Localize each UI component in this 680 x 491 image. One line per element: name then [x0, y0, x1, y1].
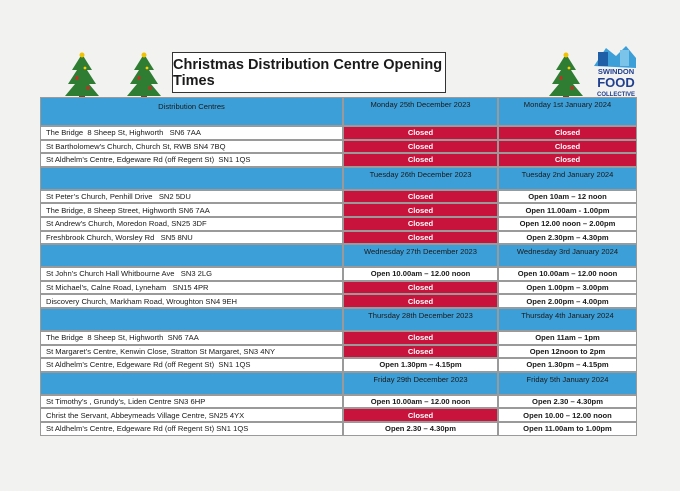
christmas-tree: [549, 52, 583, 100]
opening-status: Closed: [343, 203, 498, 217]
day-header: Tuesday 2nd January 2024: [498, 166, 637, 190]
centre-name: St Aldhelm’s Centre, Edgeware Rd (off Re…: [40, 358, 343, 372]
opening-time: Open 2.00pm – 4.00pm: [498, 294, 637, 308]
table: Distribution Centres Monday 25th December…: [40, 97, 637, 438]
christmas-trees: [65, 52, 161, 100]
opening-status: Closed: [343, 153, 498, 167]
opening-time: Open 2.30 – 4.30pm: [498, 394, 637, 409]
centre-name: Christ the Servant, Abbeymeads Village C…: [40, 408, 343, 422]
opening-status: Closed: [343, 126, 498, 140]
column-header: [40, 166, 343, 190]
day-header: Thursday 4th January 2024: [498, 308, 637, 331]
opening-time: Open 1.30pm – 4.15pm: [498, 358, 637, 372]
column-header: [40, 371, 343, 395]
day-header: Monday 25th December 2023: [343, 97, 498, 126]
centre-name: St Timothy’s , Grundy’s, Liden Centre SN…: [40, 394, 343, 409]
opening-status: Closed: [343, 230, 498, 245]
opening-time: Open 10.00am – 12.00 noon: [343, 267, 498, 281]
opening-status: Closed: [343, 280, 498, 295]
day-header: Wednesday 27th December 2023: [343, 244, 498, 268]
centre-name: Discovery Church, Markham Road, Wroughto…: [40, 294, 343, 308]
centre-name: The Bridge 8 Sheep St, Highworth SN6 7AA: [40, 331, 343, 345]
centre-name: St Peter’s Church, Penhill Drive SN2 5DU: [40, 189, 343, 204]
opening-time: Open 11am – 1pm: [498, 331, 637, 345]
centre-name: Freshbrook Church, Worsley Rd SN5 8NU: [40, 230, 343, 245]
opening-status: Closed: [343, 189, 498, 204]
opening-status: Closed: [498, 139, 637, 154]
opening-time: Open 10.00am – 12.00 noon: [343, 394, 498, 409]
day-header: Thursday 28th December 2023: [343, 308, 498, 331]
opening-status: Closed: [498, 126, 637, 140]
opening-time: Open 10am – 12 noon: [498, 189, 637, 204]
opening-time: Open 2.30pm – 4.30pm: [498, 230, 637, 245]
centre-name: St Bartholomew’s Church, Church St, RWB …: [40, 139, 343, 154]
opening-status: Closed: [343, 217, 498, 231]
opening-time: Open 12noon to 2pm: [498, 344, 637, 359]
opening-status: Closed: [343, 408, 498, 422]
centre-name: St Andrew’s Church, Moredon Road, SN25 3…: [40, 217, 343, 231]
logo: SWINDON FOOD COLLECTIVE: [594, 46, 636, 98]
centre-name: St Michael’s, Calne Road, Lyneham SN15 4…: [40, 280, 343, 295]
opening-status: Closed: [343, 139, 498, 154]
opening-status: Closed: [343, 294, 498, 308]
opening-time: Open 10.00am – 12.00 noon: [498, 267, 637, 281]
opening-time: Open 2.30 – 4.30pm: [343, 422, 498, 436]
opening-time: Open 11.00am to 1.00pm: [498, 422, 637, 436]
day-header: Wednesday 3rd January 2024: [498, 244, 637, 268]
opening-status: Closed: [498, 153, 637, 167]
column-header: Distribution Centres: [40, 97, 343, 126]
opening-time: Open 1.00pm – 3.00pm: [498, 280, 637, 295]
opening-time: Open 1.30pm – 4.15pm: [343, 358, 498, 372]
opening-time: Open 12.00 noon – 2.00pm: [498, 217, 637, 231]
centre-name: The Bridge 8 Sheep St, Highworth SN6 7AA: [40, 126, 343, 140]
opening-status: Closed: [343, 331, 498, 345]
centre-name: St Aldhelm’s Centre, Edgeware Rd (off Re…: [40, 153, 343, 167]
column-header: [40, 308, 343, 331]
centre-name: St Margaret’s Centre, Kenwin Close, Stra…: [40, 344, 343, 359]
centre-name: St Aldhelm’s Centre, Edgeware Rd (off Re…: [40, 422, 343, 436]
opening-time: Open 10.00 – 12.00 noon: [498, 408, 637, 422]
day-header: Monday 1st January 2024: [498, 97, 637, 126]
day-header: Tuesday 26th December 2023: [343, 166, 498, 190]
title: Christmas Distribution Centre Opening Ti…: [172, 52, 446, 93]
day-header: Friday 29th December 2023: [343, 371, 498, 395]
column-header: [40, 244, 343, 268]
logo-text: FOOD: [597, 75, 635, 90]
logo-text: SWINDON: [598, 67, 634, 76]
opening-time: Open 11.00am - 1.00pm: [498, 203, 637, 217]
day-header: Friday 5th January 2024: [498, 371, 637, 395]
centre-name: St John’s Church Hall Whitbourne Ave SN3…: [40, 267, 343, 281]
opening-status: Closed: [343, 344, 498, 359]
logo-text: COLLECTIVE: [597, 92, 635, 98]
centre-name: The Bridge, 8 Sheep Street, Highworth SN…: [40, 203, 343, 217]
